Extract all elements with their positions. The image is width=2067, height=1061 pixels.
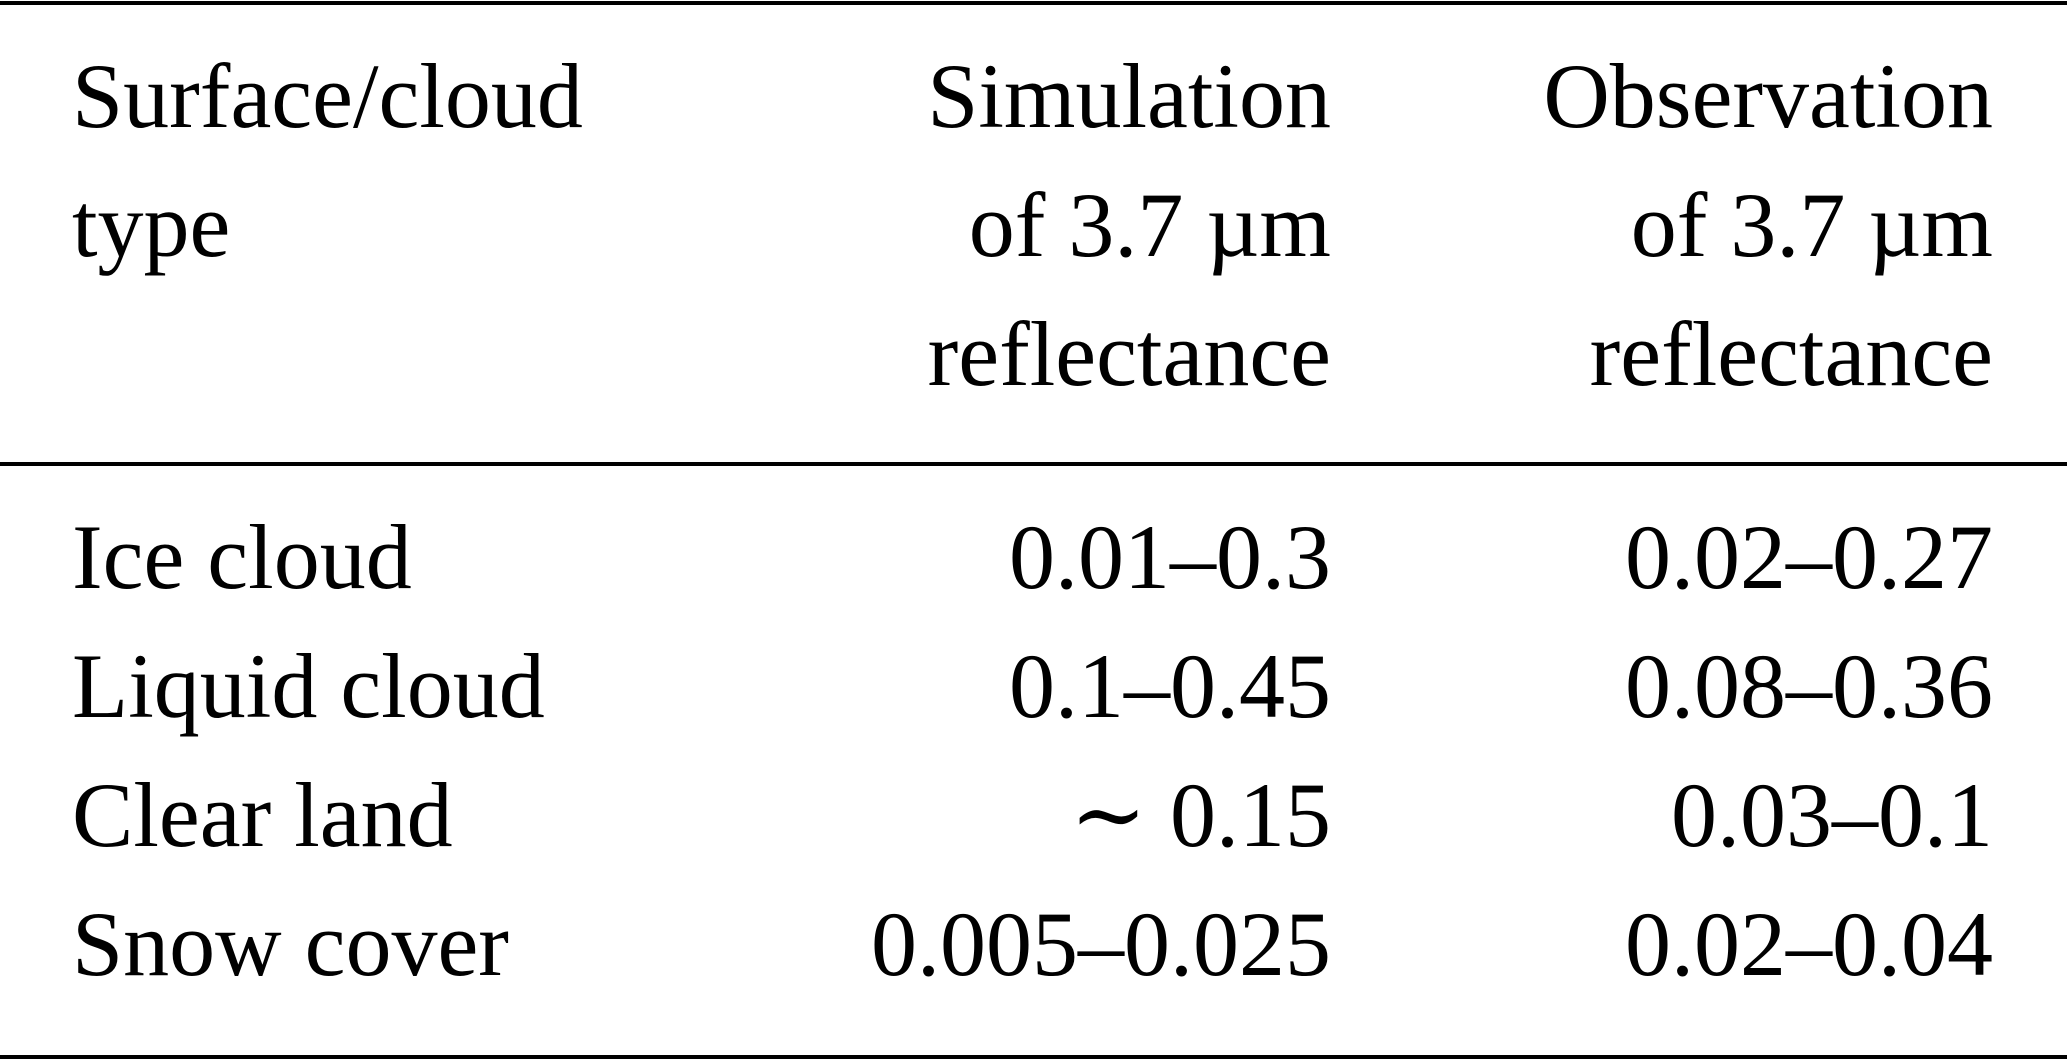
table-cell: 0.02–0.04 (1625, 893, 1993, 995)
header-cell: Simulation of 3.7 µm reflectance (927, 45, 1331, 405)
table-cell: Liquid cloud (72, 635, 545, 737)
table-cell: 0.03–0.1 (1671, 764, 1993, 866)
table-cell: ∼ 0.15 (1069, 764, 1331, 866)
table-cell: 0.02–0.27 (1625, 506, 1993, 608)
table-cell: 0.005–0.025 (871, 893, 1331, 995)
table-cell: 0.01–0.3 (1009, 506, 1331, 608)
table-cell: Clear land (72, 764, 453, 866)
header-cell: Observation of 3.7 µm reflectance (1543, 45, 1993, 405)
header-rule (0, 462, 2067, 466)
table-cell: Snow cover (72, 893, 509, 995)
top-rule (0, 1, 2067, 5)
header-cell: Surface/cloud type (72, 45, 583, 276)
bottom-rule (0, 1055, 2067, 1059)
table-cell: 0.1–0.45 (1009, 635, 1331, 737)
table-cell: 0.08–0.36 (1625, 635, 1993, 737)
table-cell: Ice cloud (72, 506, 412, 608)
